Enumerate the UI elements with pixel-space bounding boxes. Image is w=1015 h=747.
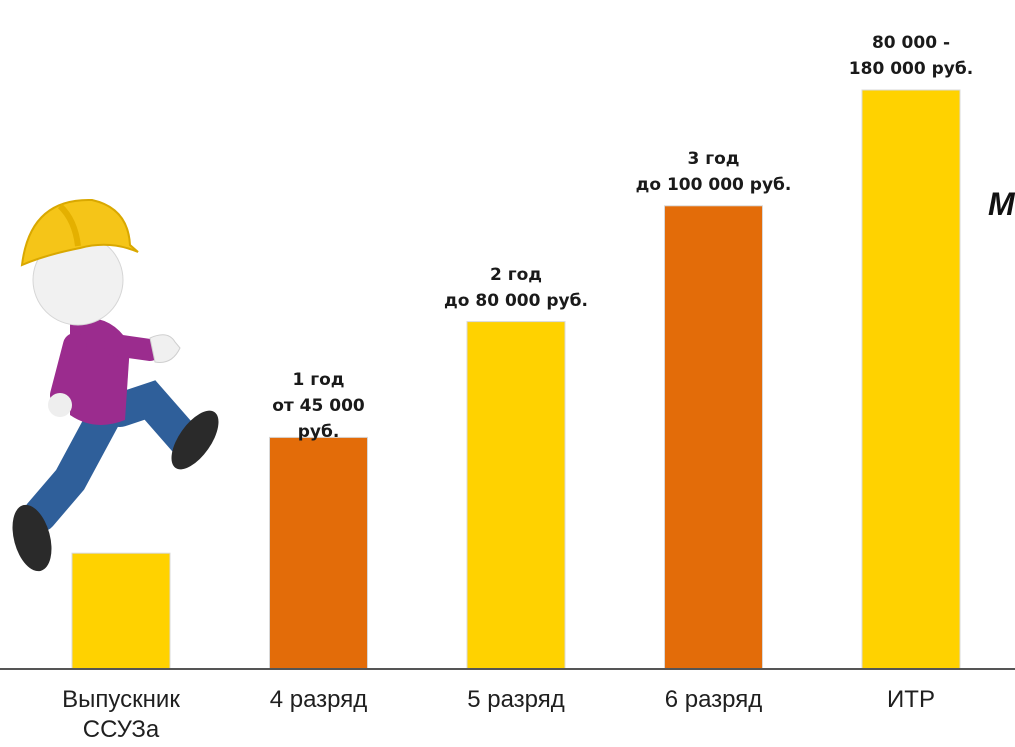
bar-3 [466,321,566,670]
bar-2 [269,436,368,670]
bar-5 [861,89,961,670]
category-label: 4 разряд [269,686,368,713]
category-label: 6 разряд [664,686,763,713]
bar-4 [664,205,763,670]
bar-data-label: 2 год до 80 000 руб. [444,264,588,311]
bar-data-label: 1 год от 45 000 руб. [272,370,365,443]
bar-data-label: 80 000 - 180 000 руб. [848,33,974,79]
category-label: Выпускник ССУЗа [62,686,180,743]
cropped-text: М [988,186,1015,222]
construction-worker-climbing-icon [12,198,219,572]
category-label: ИТР [887,686,935,713]
bar-1 [71,552,171,670]
category-label: 5 разряд [467,686,565,713]
bar-data-label: 3 год до 100 000 руб. [635,148,792,195]
